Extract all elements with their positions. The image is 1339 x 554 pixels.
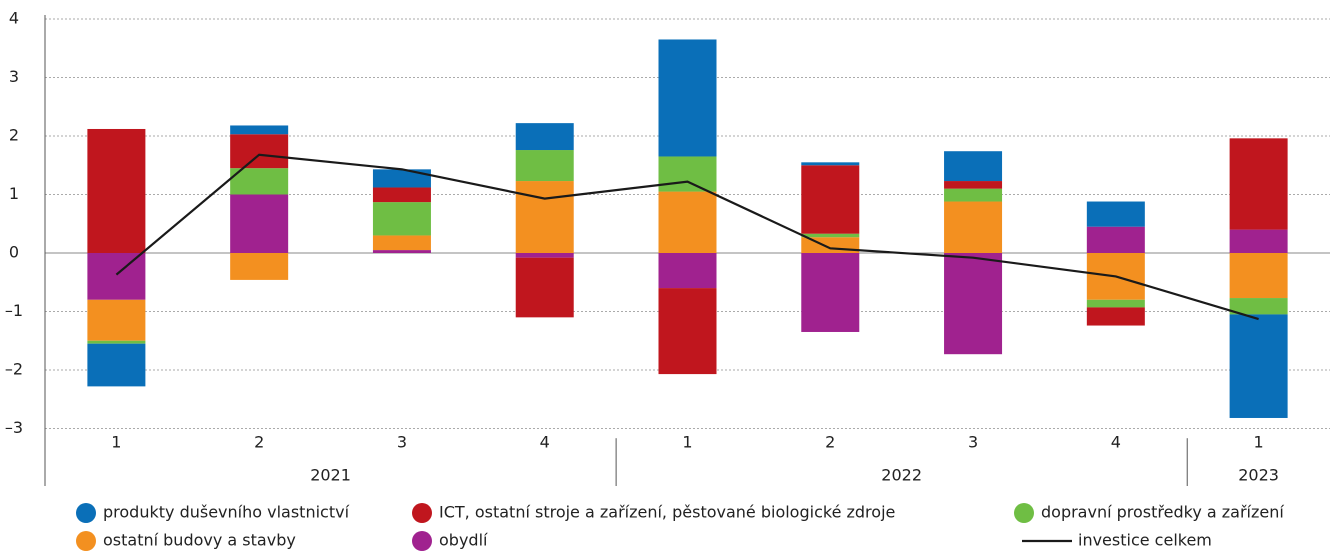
x-tick-label: 3 — [968, 433, 978, 452]
x-tick-label: 3 — [397, 433, 407, 452]
bar — [230, 125, 289, 135]
bar — [1229, 138, 1288, 230]
bar — [372, 169, 431, 188]
bar — [372, 202, 431, 236]
x-group-label: 2023 — [1238, 466, 1279, 485]
bar — [87, 128, 146, 253]
bar — [944, 201, 1003, 253]
y-tick-label: –3 — [5, 418, 23, 437]
y-tick-label: 2 — [9, 126, 19, 145]
bar — [515, 150, 574, 182]
x-tick-label: 1 — [111, 433, 121, 452]
legend-label: obydlí — [439, 531, 488, 550]
bar — [87, 299, 146, 341]
x-group-label: 2022 — [881, 466, 922, 485]
bar — [944, 188, 1003, 202]
bar — [515, 257, 574, 318]
bar — [944, 151, 1003, 182]
bar — [801, 253, 860, 332]
bar — [372, 235, 431, 251]
bar — [230, 134, 289, 169]
x-tick-label: 1 — [1254, 433, 1264, 452]
bar — [658, 288, 717, 375]
bar — [87, 253, 146, 300]
x-tick-label: 4 — [1111, 433, 1121, 452]
bar — [1229, 314, 1288, 418]
bar — [944, 253, 1003, 355]
legend-label: ICT, ostatní stroje a zařízení, pěstovan… — [439, 503, 895, 522]
x-tick-label: 4 — [540, 433, 550, 452]
bar — [658, 191, 717, 253]
bar — [658, 39, 717, 157]
bar — [1229, 253, 1288, 299]
bar — [1086, 201, 1145, 227]
legend-marker — [412, 503, 432, 523]
bar — [230, 194, 289, 253]
bar — [372, 187, 431, 203]
y-tick-label: 1 — [9, 184, 19, 203]
x-tick-label: 2 — [825, 433, 835, 452]
bar — [801, 165, 860, 234]
bar — [1086, 307, 1145, 326]
legend-marker — [76, 503, 96, 523]
legend-label: ostatní budovy a stavby — [103, 531, 296, 550]
y-tick-label: 3 — [9, 67, 19, 86]
bar — [1229, 229, 1288, 253]
y-tick-label: –2 — [5, 360, 23, 379]
legend-label: dopravní prostředky a zařízení — [1041, 503, 1284, 522]
legend-label: investice celkem — [1078, 531, 1212, 550]
y-tick-label: 4 — [9, 9, 19, 28]
bar — [515, 123, 574, 151]
x-tick-label: 2 — [254, 433, 264, 452]
y-tick-label: 0 — [9, 243, 19, 262]
legend-marker — [412, 531, 432, 551]
x-tick-label: 1 — [682, 433, 692, 452]
y-tick-label: –1 — [5, 301, 23, 320]
bar — [801, 162, 860, 166]
bar — [658, 253, 717, 289]
bar — [230, 253, 289, 280]
legend-marker — [1014, 503, 1034, 523]
bar — [1229, 298, 1288, 315]
bar — [515, 253, 574, 258]
legend-marker — [76, 531, 96, 551]
bar — [87, 340, 146, 344]
line — [115, 153, 1259, 321]
bar — [1086, 299, 1145, 308]
bar — [230, 168, 289, 195]
bar — [1086, 226, 1145, 253]
legend-label: produkty duševního vlastnictví — [103, 503, 350, 522]
bar — [372, 250, 431, 253]
x-group-label: 2021 — [310, 466, 351, 485]
bar — [658, 156, 717, 192]
bar — [87, 343, 146, 387]
bar — [944, 181, 1003, 189]
bar — [515, 181, 574, 253]
bar — [801, 233, 860, 238]
